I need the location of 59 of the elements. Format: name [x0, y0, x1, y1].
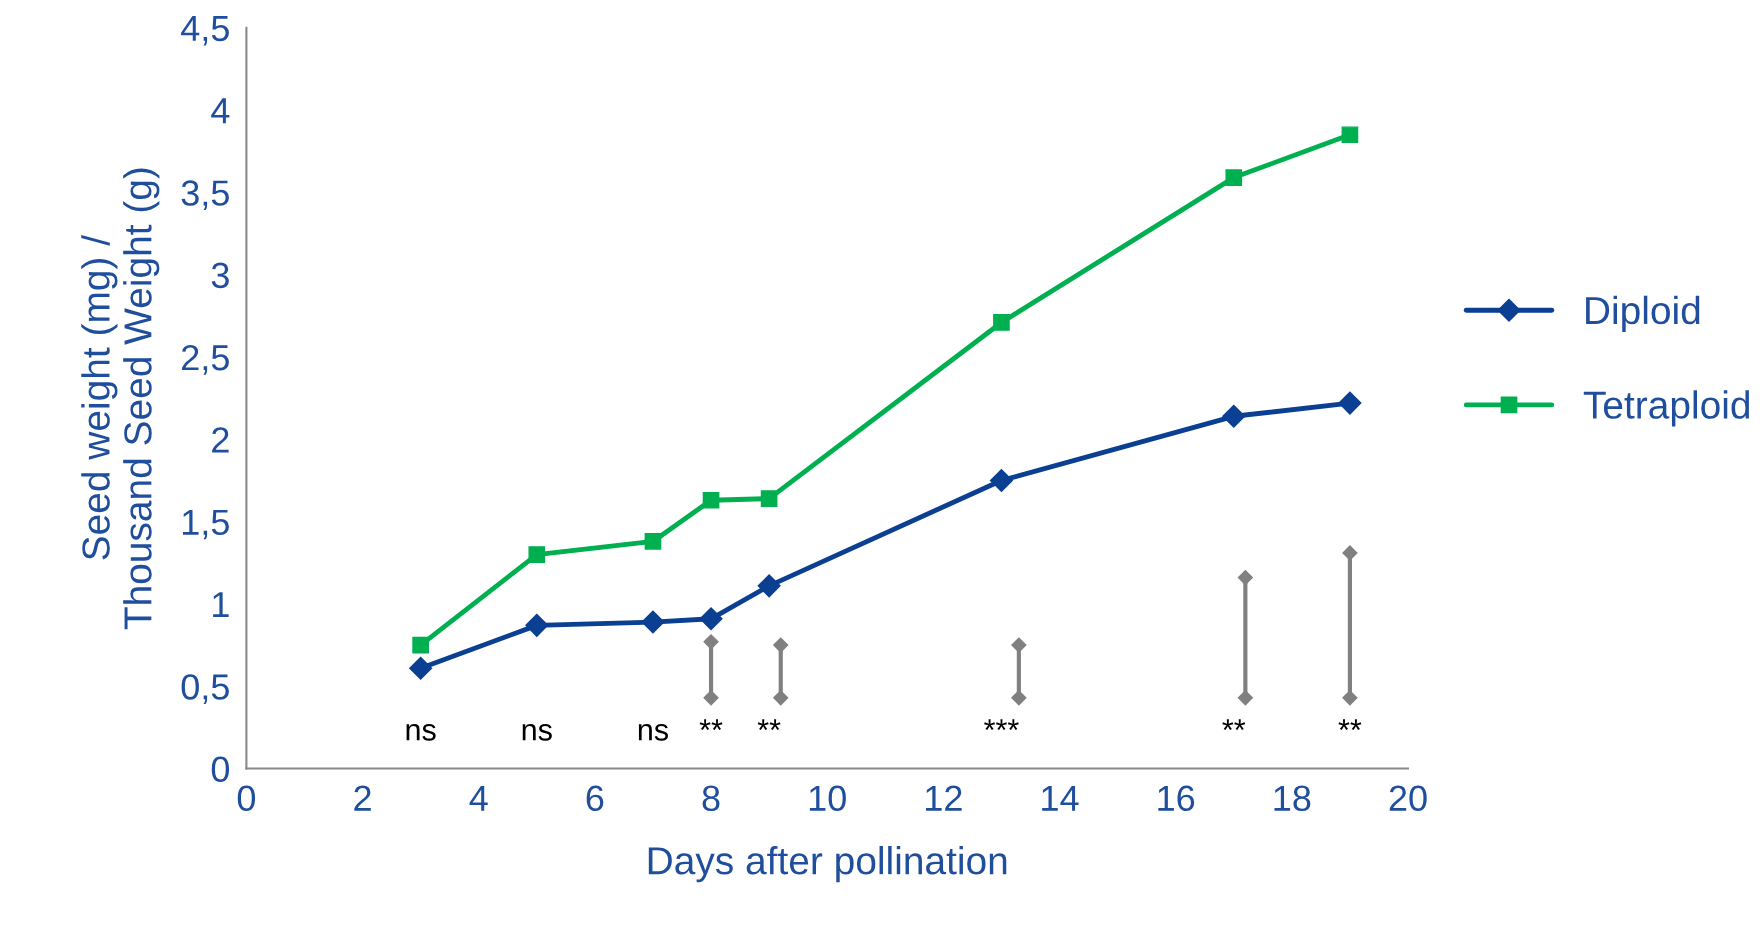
point — [702, 491, 720, 509]
point — [760, 490, 778, 507]
point — [1237, 570, 1253, 586]
point — [1342, 545, 1358, 561]
x-tick-label: 8 — [702, 785, 720, 812]
x-axis-title: Days after pollination — [648, 845, 1007, 883]
point — [528, 546, 546, 563]
y-tick-label: 1 — [213, 592, 229, 618]
annotation: ** — [1338, 719, 1362, 731]
annotation: ns — [522, 723, 552, 741]
x-tick-label: 10 — [809, 785, 846, 812]
point — [1011, 690, 1027, 706]
x-tick-label: 2 — [354, 785, 371, 811]
y-tick-label: 0 — [211, 756, 230, 783]
point — [1225, 169, 1243, 186]
point — [412, 636, 429, 654]
point — [409, 656, 433, 680]
annotation: ** — [757, 719, 781, 731]
x-tick-label: 18 — [1274, 785, 1311, 812]
point — [1222, 404, 1246, 428]
legend-label: Diploid — [1586, 295, 1700, 332]
y-tick-label: 4,5 — [181, 16, 229, 46]
y-tick-label: 3,5 — [181, 180, 229, 211]
x-tick-label: 0 — [237, 785, 256, 812]
annotation: ** — [699, 719, 723, 731]
x-tick-label: 14 — [1042, 785, 1079, 811]
point — [993, 314, 1010, 331]
point — [1338, 391, 1362, 415]
y-tick-label: 1,5 — [182, 509, 229, 540]
annotation: ns — [638, 723, 668, 741]
y-axis-title: Seed weight (mg) / Thousand Seed Weight (g) — [81, 168, 160, 630]
y-tick-label: 2 — [212, 427, 229, 453]
x-tick-label: 20 — [1389, 785, 1427, 812]
annotation: ** — [1222, 719, 1246, 731]
point — [773, 637, 789, 653]
legend-label: Tetraploid — [1583, 390, 1749, 427]
point — [699, 607, 723, 631]
y-tick-label: 2,5 — [182, 344, 229, 375]
annotation: *** — [984, 719, 1019, 731]
x-tick-label: 16 — [1158, 785, 1195, 812]
point — [703, 690, 719, 706]
point — [1342, 690, 1358, 706]
point — [989, 468, 1013, 492]
point — [703, 634, 719, 650]
x-tick-label: 4 — [469, 785, 488, 811]
y-tick-label: 0,5 — [181, 674, 229, 704]
y-tick-label: 3 — [211, 262, 229, 289]
y-tick-label: 4 — [211, 98, 230, 124]
point — [641, 610, 665, 634]
point — [773, 690, 789, 706]
annotation: ns — [406, 723, 436, 741]
point — [644, 533, 662, 550]
point — [1237, 690, 1253, 706]
point — [1011, 637, 1027, 653]
x-tick-label: 12 — [926, 785, 962, 811]
point — [757, 574, 781, 598]
x-tick-label: 6 — [586, 785, 604, 812]
point — [525, 613, 549, 637]
point — [1341, 126, 1359, 144]
